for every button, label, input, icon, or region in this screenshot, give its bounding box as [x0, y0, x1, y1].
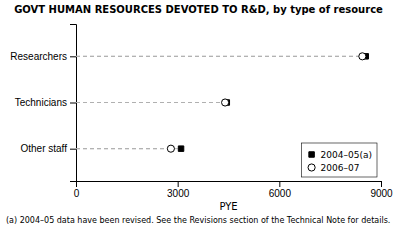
tick: 6000	[269, 181, 292, 199]
point	[222, 99, 229, 106]
tick: 3000	[167, 181, 190, 199]
tick-mark	[70, 56, 76, 57]
point	[178, 146, 183, 151]
leader-lines	[76, 56, 366, 148]
tick: Researchers	[10, 51, 76, 62]
tick-label: 0	[74, 188, 80, 199]
tick-label: 6000	[269, 188, 292, 199]
tick-mark	[178, 181, 179, 187]
title: GOVT HUMAN RESOURCES DEVOTED TO R&D, by …	[14, 4, 383, 15]
tick: Technicians	[15, 97, 76, 108]
legend-label: 2006–07	[321, 163, 360, 173]
marks	[76, 53, 368, 152]
tick: 9000	[370, 181, 393, 199]
leader-line	[76, 56, 362, 57]
tick-label: Researchers	[10, 51, 67, 62]
leader-line	[76, 148, 171, 149]
tick-label: 3000	[167, 188, 190, 199]
tick-mark	[381, 181, 382, 187]
leader-line	[76, 148, 181, 149]
chart: GOVT HUMAN RESOURCES DEVOTED TO R&D, by …	[0, 0, 397, 227]
series	[167, 53, 366, 152]
legend-label: 2004–05(a)	[321, 150, 372, 160]
axis-line	[70, 25, 77, 182]
tick: Other staff	[20, 143, 76, 154]
tick-mark	[70, 149, 76, 150]
point	[167, 145, 174, 152]
tick-label: 9000	[370, 188, 393, 199]
legend-box	[302, 143, 377, 177]
axis-line	[77, 182, 382, 188]
legend-item: 2004–05(a)	[309, 150, 372, 160]
axis-title: PYE	[219, 201, 237, 212]
x-axis: 0 3000 6000 9000	[74, 181, 393, 199]
plot: 0 3000 6000 9000 Researchers Technicians Other…	[10, 25, 393, 200]
series	[178, 54, 368, 152]
legend-symbol	[309, 152, 314, 157]
leader-line	[76, 56, 366, 57]
footnote: (a) 2004–05 data have been revised. See …	[6, 216, 390, 225]
leader-line	[76, 102, 227, 103]
tick: 0	[74, 181, 80, 199]
legend-item: 2006–07	[308, 163, 359, 173]
point	[359, 53, 366, 60]
legend-symbol	[308, 164, 315, 171]
tick-mark	[279, 181, 280, 187]
tick-label: Technicians	[15, 97, 67, 108]
legend: 2004–05(a) 2006–07	[302, 143, 377, 177]
leader-line	[76, 102, 225, 103]
tick-label: Other staff	[20, 143, 67, 154]
tick-mark	[70, 103, 76, 104]
y-axis: Researchers Technicians Other staff	[10, 25, 76, 182]
